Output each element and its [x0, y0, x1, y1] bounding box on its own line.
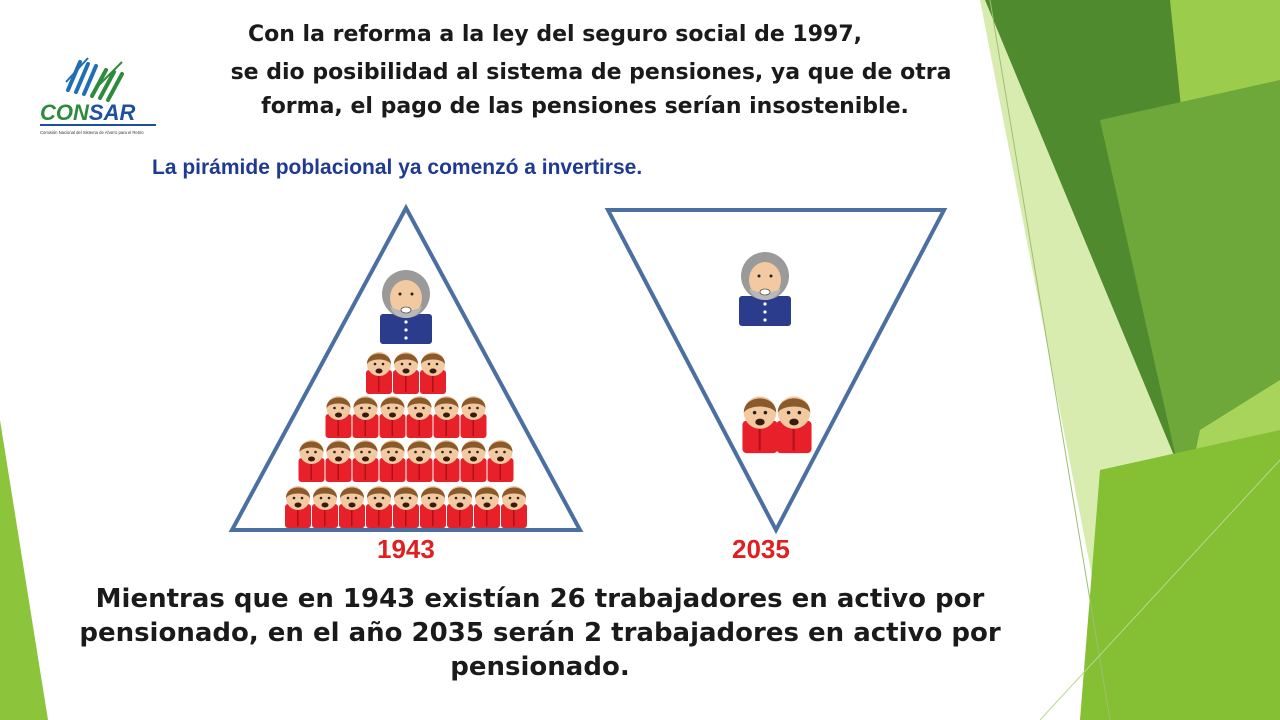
worker-figure	[420, 486, 446, 528]
pensioner-figure	[738, 251, 792, 327]
worker-figure	[742, 396, 778, 454]
bg-thin-line	[989, 0, 1111, 720]
logo-wordmark: CONSAR	[40, 100, 135, 125]
year-label-1943: 1943	[377, 534, 435, 564]
worker-figure	[406, 440, 433, 482]
header-line-1: Con la reforma a la ley del seguro socia…	[247, 22, 863, 47]
logo-mark-icon	[65, 57, 124, 102]
worker-figure	[406, 396, 433, 438]
worker-figure	[420, 352, 446, 394]
worker-figure	[433, 396, 460, 438]
logo-underline	[40, 124, 156, 126]
worker-figure	[366, 486, 392, 528]
logo-tagline: Comisión Nacional del Sistema de Ahorro …	[40, 130, 144, 135]
worker-figure	[393, 352, 419, 394]
worker-figure	[352, 396, 379, 438]
pensioner-figure	[379, 269, 433, 345]
worker-figure	[487, 440, 514, 482]
worker-figure	[379, 440, 406, 482]
worker-figure	[776, 396, 812, 454]
worker-figure	[312, 486, 338, 528]
worker-figure	[325, 396, 352, 438]
pyramid-2035-outline	[604, 208, 948, 535]
worker-figure	[298, 440, 325, 482]
bg-right-bottom-green	[1080, 430, 1280, 720]
worker-figure	[285, 486, 311, 528]
worker-figure	[325, 440, 352, 482]
worker-figure	[379, 396, 406, 438]
bg-left-green-stripe	[0, 420, 48, 720]
worker-figure	[433, 440, 460, 482]
subtitle: La pirámide poblacional ya comenzó a inv…	[152, 156, 643, 179]
worker-figure	[460, 396, 487, 438]
header-line-2: se dio posibilidad al sistema de pension…	[230, 60, 952, 85]
consar-logo: CONSAR Comisión Nacional del Sistema de …	[40, 57, 156, 135]
bg-thin-line-2	[1039, 459, 1280, 720]
header-line-3: forma, el pago de las pensiones serían i…	[261, 94, 909, 119]
pyramid-1943-figures	[285, 269, 527, 528]
pyramid-1943-outline	[228, 203, 584, 532]
worker-figure	[352, 440, 379, 482]
worker-figure	[501, 486, 527, 528]
worker-figure	[339, 486, 365, 528]
worker-figure	[366, 352, 392, 394]
worker-figure	[447, 486, 473, 528]
worker-figure	[460, 440, 487, 482]
worker-figure	[474, 486, 500, 528]
footer-text: Mientras que en 1943 existían 26 trabaja…	[79, 584, 1001, 682]
year-label-2035: 2035	[732, 534, 790, 564]
pyramid-2035-figures	[738, 251, 812, 454]
worker-figure	[393, 486, 419, 528]
